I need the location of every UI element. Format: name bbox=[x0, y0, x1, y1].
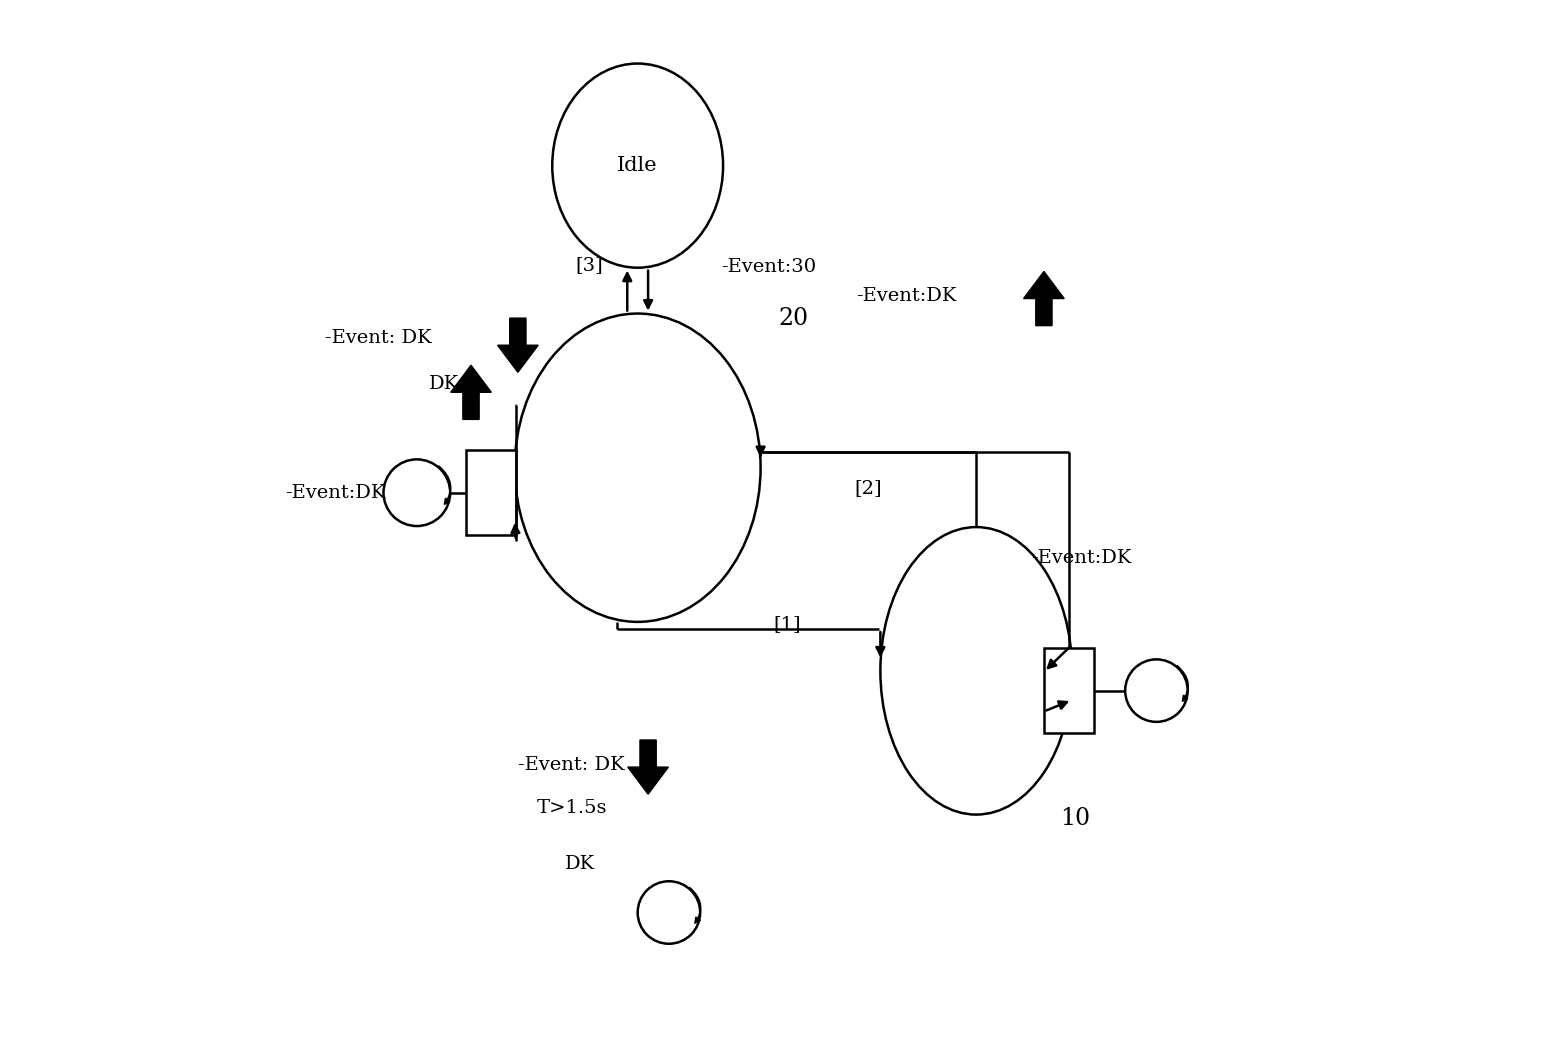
Text: 20: 20 bbox=[779, 308, 809, 331]
FancyArrow shape bbox=[451, 365, 492, 419]
Ellipse shape bbox=[881, 527, 1072, 815]
Text: 10: 10 bbox=[1061, 807, 1091, 831]
Text: [2]: [2] bbox=[854, 480, 882, 498]
Text: [1]: [1] bbox=[773, 615, 801, 633]
Text: -Event: DK: -Event: DK bbox=[326, 329, 432, 346]
Ellipse shape bbox=[514, 314, 760, 622]
Ellipse shape bbox=[552, 64, 722, 268]
Text: DK: DK bbox=[564, 855, 595, 873]
Ellipse shape bbox=[638, 881, 700, 944]
Text: -Event:30: -Event:30 bbox=[721, 257, 816, 276]
FancyArrow shape bbox=[628, 740, 669, 794]
Bar bbox=[465, 450, 516, 536]
Text: Idle: Idle bbox=[617, 156, 658, 175]
Text: T>1.5s: T>1.5s bbox=[536, 799, 606, 817]
Text: -Event:DK: -Event:DK bbox=[285, 484, 385, 502]
Text: [3]: [3] bbox=[575, 255, 603, 274]
FancyArrow shape bbox=[498, 318, 537, 373]
Text: -Event:DK: -Event:DK bbox=[857, 287, 957, 304]
FancyArrow shape bbox=[1023, 272, 1064, 326]
Text: -Event: DK: -Event: DK bbox=[517, 756, 625, 774]
Ellipse shape bbox=[384, 460, 450, 526]
Text: DK: DK bbox=[429, 376, 459, 394]
Text: -Event:DK: -Event:DK bbox=[1031, 549, 1131, 567]
Bar bbox=[1044, 648, 1094, 733]
Ellipse shape bbox=[1125, 659, 1188, 722]
